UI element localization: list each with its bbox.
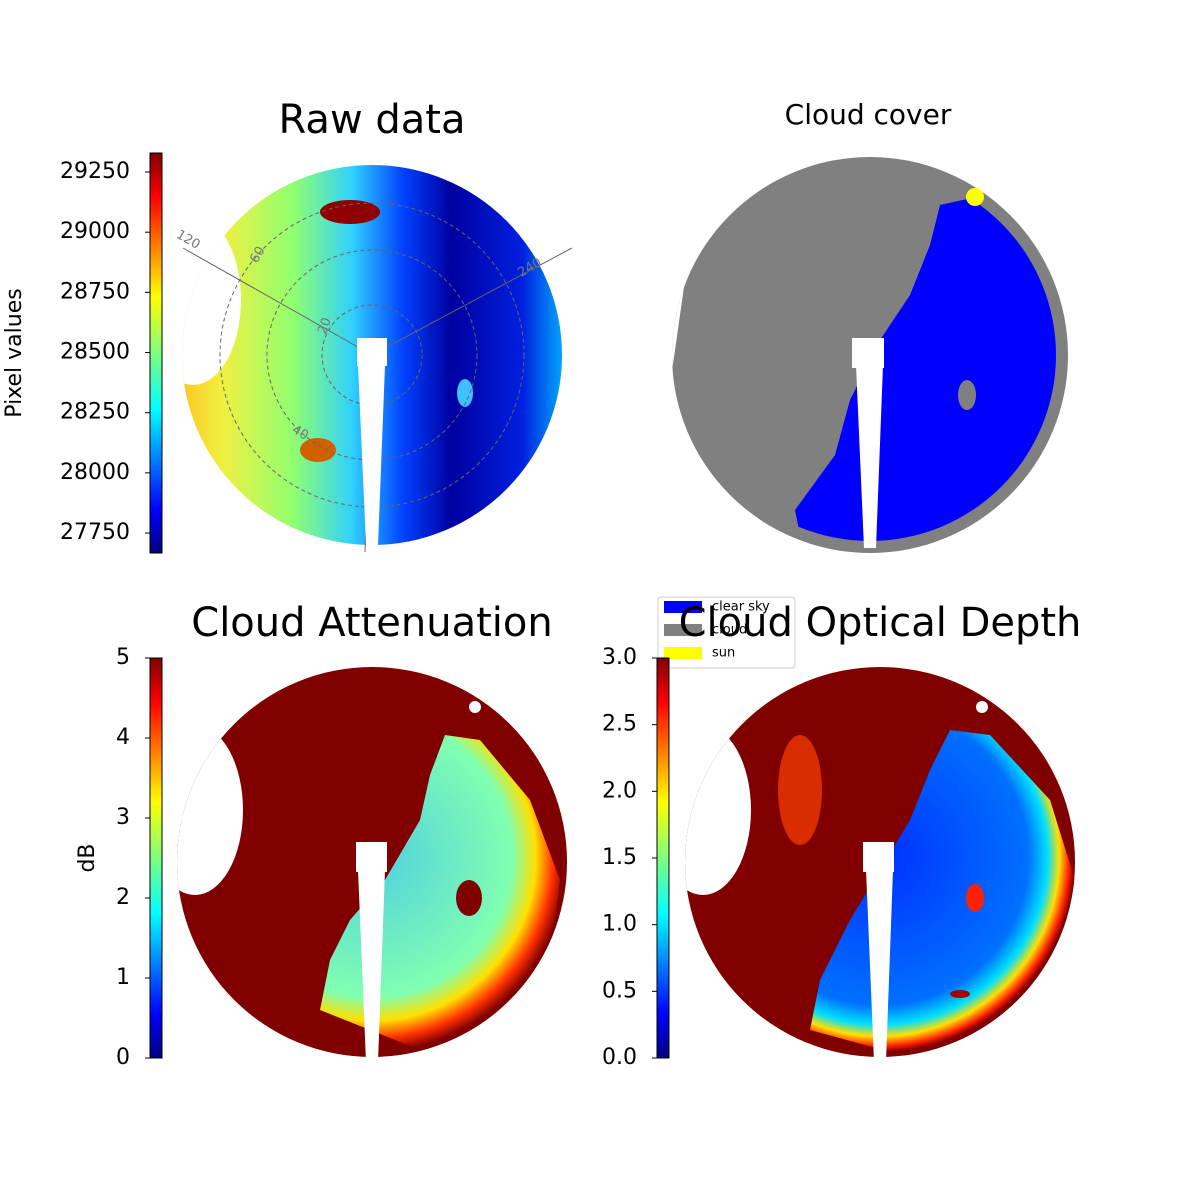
colorbar [149, 152, 163, 554]
colorbar-tick-label: 0.5 [602, 978, 637, 1003]
hot-spot [300, 438, 336, 462]
cloud-area [950, 990, 970, 998]
colorbar-tick-label: 1.0 [602, 912, 637, 937]
mast [357, 338, 387, 366]
colorbar-tick-label: 28500 [60, 340, 130, 365]
sun [966, 188, 984, 206]
panel-title: Cloud Attenuation [191, 600, 552, 646]
mast [358, 870, 385, 1062]
polar-label: 120 [173, 227, 202, 252]
colorbar-tick-label: 5 [116, 645, 130, 670]
polar-axis [371, 247, 573, 356]
colorbar-tick-label: 3 [116, 805, 130, 830]
masked-area [685, 725, 751, 895]
polar-label: 40 [289, 422, 311, 443]
colorbar-tick-label: 28000 [60, 460, 130, 485]
cloud-area [966, 884, 984, 912]
optical-depth-image [685, 667, 1075, 1062]
streak [778, 735, 822, 845]
mast [358, 365, 385, 545]
colorbar-label: dB [75, 843, 100, 872]
mast [856, 365, 883, 548]
legend-label: clear sky [712, 600, 770, 615]
colorbar-tick-label: 4 [116, 725, 130, 750]
colorbar-tick-label: 2.0 [602, 778, 637, 803]
hot-spot [320, 200, 380, 224]
colorbar-tick-label: 2 [116, 885, 130, 910]
panel-title: Cloud cover [785, 98, 952, 131]
mast [852, 338, 884, 368]
colorbar-tick-label: 1.5 [602, 845, 637, 870]
masked-area [177, 725, 243, 895]
colorbar-tick-label: 28750 [60, 279, 130, 304]
legend-swatch [664, 601, 702, 613]
legend-swatch [664, 647, 702, 659]
cloud-cover-image [672, 157, 1068, 553]
polar-axis [182, 247, 373, 356]
colorbar-tick-label: 0.0 [602, 1045, 637, 1070]
mast [863, 842, 894, 872]
raw-details [182, 200, 473, 462]
raw-image [182, 165, 573, 553]
panel-title: Raw data [279, 97, 466, 143]
cloud-area [958, 380, 976, 410]
spot [457, 379, 473, 407]
mast [866, 870, 893, 1062]
sun [469, 701, 481, 713]
colorbar-label: Pixel values [2, 288, 27, 417]
cloud-area [456, 880, 482, 916]
colorbar-tick-label: 29250 [60, 159, 130, 184]
colorbar-tick-label: 2.5 [602, 712, 637, 737]
legend-label: sun [712, 646, 735, 661]
colorbar-tick-label: 29000 [60, 219, 130, 244]
colorbar-tick-label: 1 [116, 965, 130, 990]
colorbar-tick-label: 0 [116, 1045, 130, 1070]
colorbar-tick-label: 3.0 [602, 645, 637, 670]
panel-title: Cloud Optical Depth [679, 600, 1082, 646]
colorbar-tick-label: 27750 [60, 520, 130, 545]
colorbar-tick-label: 28250 [60, 400, 130, 425]
polar-label: 60 [247, 244, 268, 266]
polar-label: 20 [315, 316, 335, 337]
masked-area [182, 215, 241, 385]
sun [976, 701, 988, 713]
legend-swatch [664, 624, 702, 636]
legend-label: cloud [712, 623, 747, 638]
colorbar [656, 657, 670, 1059]
mast [356, 842, 387, 872]
colorbar [149, 657, 163, 1059]
attenuation-image [177, 667, 567, 1062]
